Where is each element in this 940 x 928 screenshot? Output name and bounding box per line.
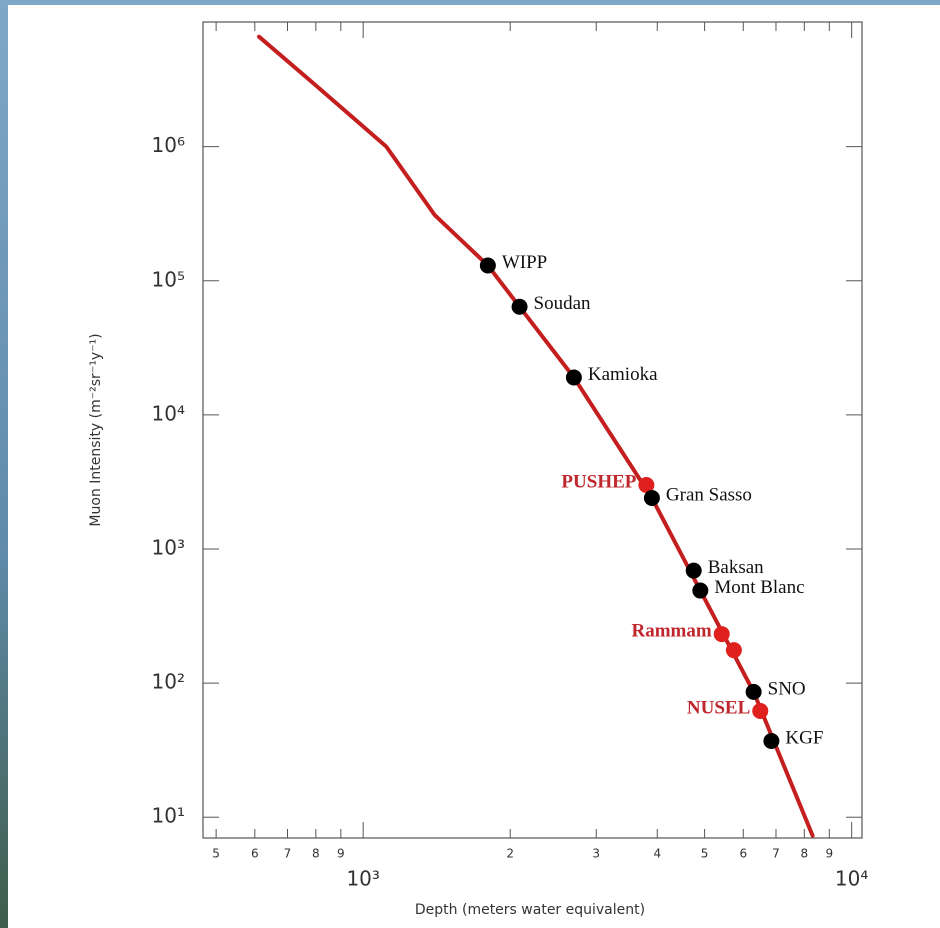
- site-point: [713, 626, 730, 643]
- y-tick-label: 10¹: [152, 804, 185, 828]
- site-label: NUSEL: [687, 697, 750, 718]
- site-point: [479, 257, 496, 274]
- site-label: Soudan: [534, 293, 592, 314]
- site-label: Rammam: [632, 620, 712, 641]
- y-axis-title: Muon Intensity (m⁻²sr⁻¹y⁻¹): [88, 333, 104, 526]
- x-tick-label: 7: [284, 847, 292, 861]
- x-tick-label: 6: [739, 847, 747, 861]
- x-axis-title: Depth (meters water equivalent): [415, 902, 645, 918]
- site-label: Mont Blanc: [714, 577, 804, 598]
- x-tick-label: 10⁴: [835, 867, 868, 891]
- site-point: [565, 369, 582, 386]
- site-label: PUSHEP: [561, 471, 636, 492]
- site-point: [643, 490, 660, 507]
- site-label: Baksan: [708, 557, 764, 578]
- site-point: [692, 582, 709, 599]
- y-tick-label: 10⁴: [152, 401, 185, 425]
- site-point: [745, 683, 762, 700]
- site-label: Kamioka: [588, 364, 658, 385]
- site-label: WIPP: [502, 252, 547, 273]
- y-tick-label: 10⁵: [152, 267, 185, 291]
- x-tick-label: 8: [800, 847, 808, 861]
- site-label: KGF: [785, 727, 823, 748]
- site-point: [638, 477, 655, 494]
- x-tick-label: 7: [772, 847, 780, 861]
- x-tick-label: 4: [653, 847, 661, 861]
- x-tick-label: 9: [337, 847, 345, 861]
- slide: [8, 5, 940, 928]
- site-point: [511, 298, 528, 315]
- x-tick-label: 5: [212, 847, 220, 861]
- x-tick-label: 10³: [346, 867, 379, 891]
- y-tick-label: 10³: [152, 535, 185, 559]
- site-point: [752, 702, 769, 719]
- x-tick-label: 8: [312, 847, 320, 861]
- x-tick-label: 3: [592, 847, 600, 861]
- site-point: [685, 562, 702, 579]
- plot-frame: [202, 21, 863, 839]
- x-tick-label: 9: [825, 847, 833, 861]
- x-tick-label: 2: [506, 847, 514, 861]
- y-tick-label: 10⁶: [152, 133, 185, 157]
- site-label: SNO: [768, 678, 806, 699]
- x-tick-label: 6: [251, 847, 259, 861]
- x-tick-label: 5: [701, 847, 709, 861]
- site-point: [725, 642, 742, 659]
- y-tick-label: 10²: [152, 670, 185, 694]
- site-point: [763, 733, 780, 750]
- site-label: Gran Sasso: [666, 484, 752, 505]
